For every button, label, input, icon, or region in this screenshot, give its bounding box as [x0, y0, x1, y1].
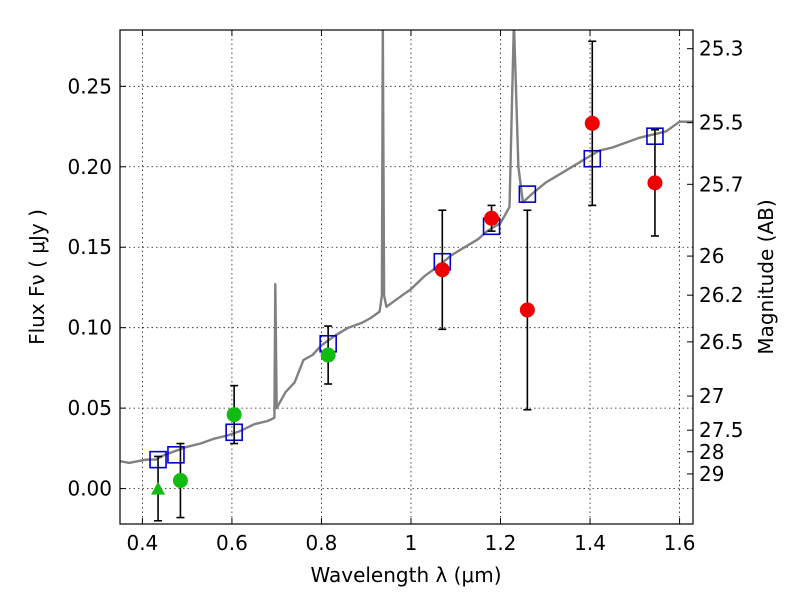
- mag-tick-label: 25.5: [699, 111, 744, 135]
- mag-tick-label: 28: [699, 440, 724, 464]
- upper-limit-triangle: [151, 481, 166, 495]
- y-tick-label: 0.20: [67, 155, 112, 179]
- x-tick-label: 1: [405, 531, 418, 555]
- y-tick-label: 0.25: [67, 74, 112, 98]
- ticks: 0.4 0.6 0.8 1 1.2 1.4 1.6 0.00 0.05 0.10 0.15 0.20 0…: [67, 30, 744, 555]
- observed-flux-point: [226, 407, 242, 423]
- mag-tick-label: 25.7: [699, 172, 744, 196]
- mag-tick-label: 26.5: [699, 330, 744, 354]
- observed-flux-point: [172, 473, 188, 489]
- observed-flux-point: [519, 302, 535, 318]
- observed-flux-point: [484, 210, 500, 226]
- y-axis-right-title: Magnitude (AB): [754, 199, 778, 354]
- mag-tick-label: 27.5: [699, 418, 744, 442]
- plot-frame: [119, 29, 694, 525]
- x-tick-label: 0.6: [216, 531, 248, 555]
- mag-tick-label: 25.3: [699, 37, 744, 61]
- observed-flux-point: [647, 175, 663, 191]
- y-tick-label: 0.00: [67, 477, 112, 501]
- x-tick-label: 0.4: [126, 531, 158, 555]
- y-tick-label: 0.05: [67, 396, 112, 420]
- observed-flux-point: [584, 115, 600, 131]
- mag-tick-label: 27: [699, 384, 724, 408]
- model-photometry-square: [518, 185, 537, 203]
- gridlines: [120, 30, 693, 524]
- x-tick-label: 1.2: [485, 531, 517, 555]
- mag-tick-label: 29: [699, 462, 724, 486]
- observed-flux-point: [320, 347, 336, 363]
- x-tick-label: 1.4: [574, 531, 606, 555]
- y-tick-label: 0.10: [67, 316, 112, 340]
- observed-flux-point: [434, 262, 450, 278]
- y-tick-label: 0.15: [67, 235, 112, 259]
- x-axis-title: Wavelength λ (μm): [310, 563, 501, 587]
- mag-tick-label: 26.2: [699, 283, 744, 307]
- x-tick-label: 1.6: [664, 531, 696, 555]
- mag-tick-label: 26: [699, 244, 724, 268]
- spectrum-line: [120, 30, 693, 465]
- x-tick-label: 0.8: [306, 531, 338, 555]
- data-layer: [120, 30, 693, 522]
- y-axis-title: Flux Fν ( μJy ): [25, 209, 49, 345]
- model-photometry-square: [167, 446, 185, 464]
